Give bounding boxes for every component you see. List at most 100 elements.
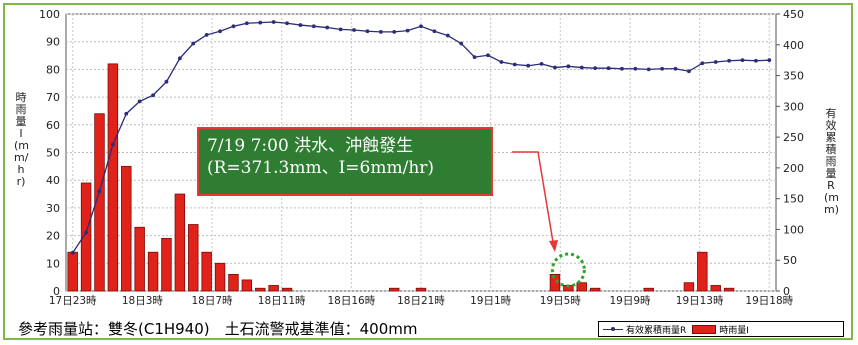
cumulative-point — [151, 93, 155, 98]
rain-bar — [201, 251, 212, 292]
cumulative-point — [258, 20, 263, 25]
cumulative-point — [606, 66, 611, 71]
cumulative-point — [311, 24, 316, 29]
x-tick-label: 18日21時 — [397, 295, 445, 307]
cumulative-point — [767, 58, 772, 63]
cumulative-point — [486, 53, 490, 58]
event-marker-circle — [550, 252, 586, 288]
cumulative-point — [231, 24, 236, 29]
rain-bar — [576, 282, 587, 292]
rain-bar — [255, 287, 266, 292]
rain-bar — [121, 165, 132, 292]
event-arrow-line — [512, 151, 554, 243]
right-tick-label: 200 — [783, 162, 804, 175]
left-tick-label: 10 — [46, 257, 60, 270]
left-tick-label: 60 — [46, 119, 60, 132]
cumulative-point — [472, 55, 477, 59]
x-tick-label: 18日3時 — [122, 295, 164, 307]
cumulative-point — [325, 25, 330, 30]
rain-bar — [80, 182, 92, 292]
left-tick-label: 80 — [46, 63, 60, 76]
station-note: 參考雨量站：雙冬(C1H940) 土石流警戒基準值：400mm — [18, 320, 418, 338]
left-tick-label: 50 — [46, 147, 60, 160]
right-tick-label: 100 — [783, 223, 804, 236]
event-annotation: 7/19 7:00 洪水、沖蝕發生 (R=371.3mm、I=6mm/hr) — [197, 127, 493, 196]
cumulative-point — [539, 61, 544, 66]
right-tick-label: 400 — [783, 39, 804, 52]
left-tick-label: 20 — [46, 230, 60, 243]
left-tick-label: 100 — [39, 8, 60, 21]
cumulative-point — [713, 60, 718, 64]
cumulative-point — [137, 99, 142, 104]
cumulative-point — [579, 65, 584, 70]
rain-bar — [589, 287, 601, 292]
x-tick-label: 19日9時 — [609, 295, 651, 307]
rain-bar — [683, 282, 695, 292]
rain-bar — [388, 287, 400, 292]
cumulative-point — [365, 29, 370, 34]
x-tick-label: 17日23時 — [49, 295, 97, 307]
left-tick-label: 40 — [46, 174, 60, 187]
cumulative-point — [660, 66, 665, 71]
rain-bar — [710, 285, 721, 292]
rain-bar — [107, 63, 119, 292]
x-tick-label: 19日18時 — [745, 295, 793, 307]
x-tick-label: 19日5時 — [540, 295, 582, 307]
annotation-line-2: (R=371.3mm、I=6mm/hr) — [207, 158, 435, 178]
rain-bar — [281, 287, 293, 292]
cumulative-point — [646, 67, 651, 72]
rain-bar — [161, 237, 172, 292]
right-tick-label: 250 — [783, 131, 804, 144]
rain-bar — [723, 287, 735, 292]
legend-bar-swatch — [692, 324, 717, 334]
cumulative-point — [754, 58, 758, 63]
x-tick-label: 19日13時 — [676, 295, 724, 307]
cumulative-point — [110, 142, 115, 147]
x-tick-label: 19日1時 — [470, 295, 512, 307]
cumulative-point — [164, 79, 169, 84]
cumulative-point — [700, 61, 705, 66]
cumulative-point — [124, 111, 129, 116]
right-tick-label: 150 — [783, 193, 804, 206]
cumulative-point — [352, 28, 356, 32]
left-tick-label: 0 — [53, 285, 60, 298]
rain-bar — [134, 226, 145, 292]
rain-bar — [214, 262, 226, 292]
rain-bar — [268, 285, 279, 292]
cumulative-point — [405, 28, 410, 33]
cumulative-point — [526, 63, 531, 68]
cumulative-point — [512, 62, 517, 67]
cumulative-point — [204, 33, 209, 37]
x-tick-label: 18日11時 — [258, 295, 306, 307]
rain-bar — [174, 193, 186, 292]
cumulative-point — [620, 66, 624, 71]
cumulative-point — [553, 65, 557, 70]
left-tick-label: 70 — [46, 91, 60, 104]
rain-bar — [549, 273, 561, 292]
right-tick-label: 350 — [783, 70, 804, 83]
legend: 有效累積雨量R 時雨量I — [598, 321, 844, 337]
left-tick-label: 30 — [46, 202, 60, 215]
annotation-line-1: 7/19 7:00 洪水、沖蝕發生 — [207, 136, 414, 156]
cumulative-point — [70, 250, 75, 255]
cumulative-point — [459, 41, 464, 46]
rain-bar — [188, 224, 199, 292]
x-tick-label: 18日7時 — [191, 295, 233, 307]
cumulative-point — [419, 24, 423, 29]
cumulative-point — [338, 27, 343, 32]
event-arrow-head — [549, 240, 558, 252]
right-tick-label: 50 — [783, 254, 797, 267]
x-tick-label: 18日16時 — [327, 295, 375, 307]
rain-bar — [228, 273, 239, 292]
cumulative-point — [432, 29, 437, 34]
cumulative-point — [191, 41, 196, 46]
cumulative-point — [271, 20, 276, 24]
rain-bar — [643, 287, 654, 292]
left-tick-label: 90 — [46, 36, 60, 49]
cumulative-point — [499, 60, 504, 64]
cumulative-point — [378, 29, 383, 34]
left-axis-label: 時雨量I(mm/hr) — [14, 91, 30, 188]
cumulative-point — [285, 21, 289, 26]
right-tick-label: 300 — [783, 100, 804, 113]
rain-bar — [94, 113, 105, 292]
